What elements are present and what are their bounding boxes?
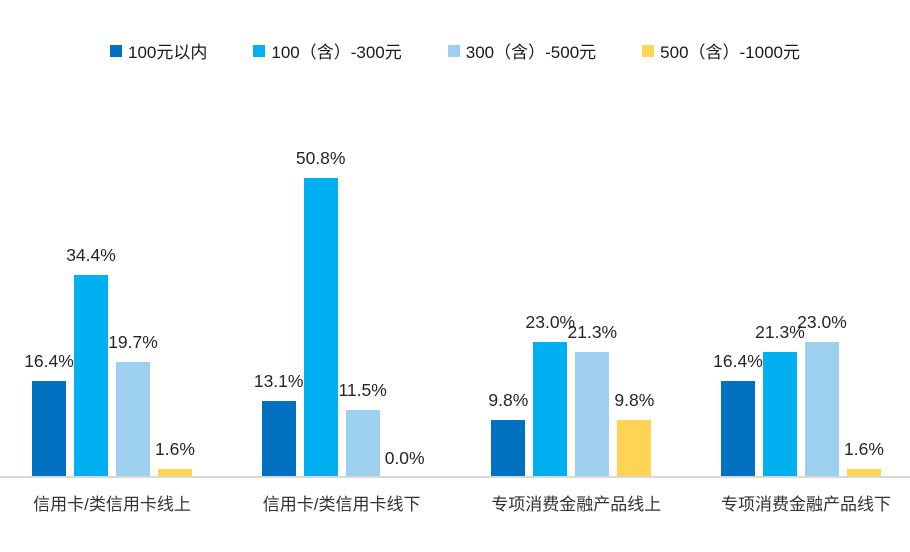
legend: 100元以内 100（含）-300元 300（含）-500元 500（含）-1000元 [0, 38, 910, 63]
bar-value-label: 16.4% [24, 351, 74, 372]
plot-area: 16.4% 34.4% 19.7% 1.6% 13.1% 50.8% 11.5% 0.0% 9.… [0, 128, 910, 478]
bar-row: 16.4% 21.3% 23.0% 1.6% [713, 128, 884, 478]
bar-value-label: 34.4% [66, 245, 116, 266]
legend-label: 300（含）-500元 [465, 43, 597, 62]
bar-slot: 9.8% [488, 128, 529, 478]
bar [846, 468, 881, 478]
bar-value-label: 19.7% [108, 331, 158, 352]
bar-slot: 0.0% [384, 128, 425, 478]
bar [617, 420, 652, 478]
bar-value-label: 50.8% [295, 148, 346, 169]
category-label: 信用卡/类信用卡线下 [262, 495, 421, 514]
bar-row: 16.4% 34.4% 19.7% 1.6% [24, 128, 195, 478]
bar-row: 9.8% 23.0% 21.3% 9.8% [488, 128, 655, 478]
bar-slot: 19.7% [108, 128, 158, 478]
category-label: 专项消费金融产品线上 [491, 495, 662, 514]
bar-slot: 50.8% [296, 128, 345, 478]
bar-slot: 21.3% [755, 128, 805, 478]
bar-value-label: 23.0% [525, 312, 576, 333]
bar-slot: 21.3% [568, 128, 617, 478]
bar [345, 410, 380, 478]
bar-value-label: 1.6% [155, 438, 195, 459]
bar [720, 381, 755, 478]
bar [158, 468, 192, 478]
bar-slot: 1.6% [155, 128, 195, 478]
bar-groups: 16.4% 34.4% 19.7% 1.6% 13.1% 50.8% 11.5% 0.0% 9.… [0, 128, 910, 478]
bar-value-label: 9.8% [614, 390, 655, 411]
legend-item: 100元以内 [110, 38, 207, 63]
legend-item: 500（含）-1000元 [642, 38, 800, 63]
bar [116, 361, 150, 478]
bar-slot: 16.4% [24, 128, 74, 478]
bar [533, 342, 568, 478]
bar [575, 352, 610, 478]
legend-label: 500（含）-1000元 [660, 43, 800, 62]
legend-item: 300（含）-500元 [447, 38, 597, 63]
legend-swatch-icon [110, 44, 122, 57]
bar [804, 342, 839, 478]
category-label: 信用卡/类信用卡线上 [33, 495, 191, 514]
bar-slot: 23.0% [797, 128, 847, 478]
legend-item: 100（含）-300元 [253, 38, 402, 63]
bar-value-label: 16.4% [713, 351, 763, 372]
bar-group: 16.4% 34.4% 19.7% 1.6% [24, 128, 195, 478]
bar-value-label: 9.8% [488, 390, 529, 411]
bar-value-label: 23.0% [797, 312, 847, 333]
category-label: 专项消费金融产品线下 [720, 495, 891, 514]
legend-label: 100（含）-300元 [271, 43, 402, 62]
bar [303, 178, 338, 478]
bar-slot: 13.1% [254, 128, 303, 478]
bar-value-label: 13.1% [253, 370, 304, 391]
bar-value-label: 21.3% [567, 322, 618, 343]
bar-slot: 16.4% [713, 128, 763, 478]
bar [74, 275, 108, 478]
legend-swatch-icon [447, 44, 460, 57]
bar-slot: 11.5% [338, 128, 387, 478]
bar [491, 420, 526, 478]
bar [261, 400, 296, 478]
bar-value-label: 21.3% [755, 322, 805, 343]
bar-value-label: 0.0% [384, 448, 425, 468]
bar-slot: 9.8% [614, 128, 655, 478]
bar [32, 381, 66, 478]
legend-swatch-icon [253, 44, 266, 57]
bar-group: 13.1% 50.8% 11.5% 0.0% [254, 128, 425, 478]
legend-label: 100元以内 [128, 43, 208, 62]
bar [762, 352, 797, 478]
bar-value-label: 11.5% [338, 380, 387, 401]
bar-row: 13.1% 50.8% 11.5% 0.0% [254, 128, 425, 478]
category-axis-labels: 信用卡/类信用卡线上 信用卡/类信用卡线下 专项消费金融产品线上 专项消费金融产品线下 [0, 490, 910, 515]
bar-slot: 23.0% [526, 128, 575, 478]
bar-slot: 1.6% [844, 128, 884, 478]
bar-value-label: 1.6% [844, 438, 884, 459]
bar-group: 16.4% 21.3% 23.0% 1.6% [713, 128, 884, 478]
x-axis-line [0, 476, 910, 478]
bar-slot: 34.4% [66, 128, 116, 478]
legend-swatch-icon [642, 44, 655, 57]
bar-group: 9.8% 23.0% 21.3% 9.8% [488, 128, 655, 478]
